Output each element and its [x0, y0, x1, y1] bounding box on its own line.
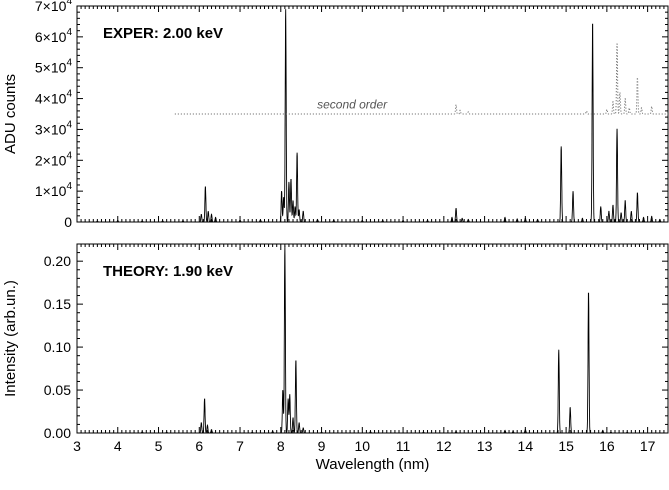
x-tick-label: 13 [477, 438, 493, 454]
bottom-panel: 0.00 0.05 0.10 0.15 0.20 3 4 5 6 7 8 9 10 11 12 13 14 15… [2, 243, 669, 473]
top-panel: 0 1×104 2×104 3×104 4×104 5×104 6×104 7×104 EXP… [2, 0, 669, 230]
y-tick-label: 2×104 [35, 150, 73, 168]
top-panel-title: EXPER: 2.00 keV [103, 25, 223, 42]
x-tick-labels: 3 4 5 6 7 8 9 10 11 12 13 14 15 16 17 [73, 438, 656, 454]
y-tick-label: 7×104 [35, 0, 73, 14]
x-tick-label: 3 [73, 438, 81, 454]
top-y-axis-label: ADU counts [2, 74, 19, 154]
bottom-panel-title: THEORY: 1.90 keV [103, 263, 233, 280]
y-tick-label: 3×104 [35, 119, 73, 137]
x-tick-label: 16 [599, 438, 615, 454]
top-series-group [77, 9, 668, 223]
top-panel-ticks [76, 5, 669, 223]
x-tick-label: 6 [195, 438, 203, 454]
series-spectrum-line [77, 245, 668, 434]
x-tick-label: 11 [396, 438, 411, 454]
y-tick-label: 4×104 [35, 89, 73, 107]
second-order-annotation: second order [317, 97, 388, 111]
y-tick-label: 5×104 [35, 58, 73, 76]
x-axis-label: Wavelength (nm) [316, 456, 430, 473]
x-tick-label: 5 [155, 438, 163, 454]
bottom-y-tick-labels: 0.00 0.05 0.10 0.15 0.20 [44, 253, 71, 441]
y-tick-label: 6×104 [35, 27, 73, 45]
y-tick-label: 0.10 [44, 339, 71, 355]
x-tick-label: 7 [236, 438, 244, 454]
x-tick-label: 4 [114, 438, 122, 454]
x-tick-label: 8 [277, 438, 285, 454]
y-tick-label: 0.05 [44, 382, 71, 398]
x-tick-label: 10 [355, 438, 371, 454]
y-tick-label: 0.20 [44, 253, 71, 269]
top-y-tick-labels: 0 1×104 2×104 3×104 4×104 5×104 6×104 7×104 [35, 0, 73, 230]
series-spectrum-line [77, 9, 668, 223]
y-tick-label: 0 [64, 214, 72, 230]
x-tick-label: 9 [318, 438, 326, 454]
x-tick-label: 17 [640, 438, 656, 454]
x-tick-label: 14 [518, 438, 534, 454]
x-tick-label: 15 [558, 438, 574, 454]
y-tick-label: 1×104 [35, 181, 73, 199]
bottom-series-group [77, 245, 668, 434]
y-tick-label: 0.00 [44, 425, 71, 441]
bottom-y-axis-label: Intensity (arb.un.) [2, 280, 19, 397]
x-tick-label: 12 [436, 438, 452, 454]
series-second-order-line [174, 43, 668, 115]
y-tick-label: 0.15 [44, 296, 71, 312]
